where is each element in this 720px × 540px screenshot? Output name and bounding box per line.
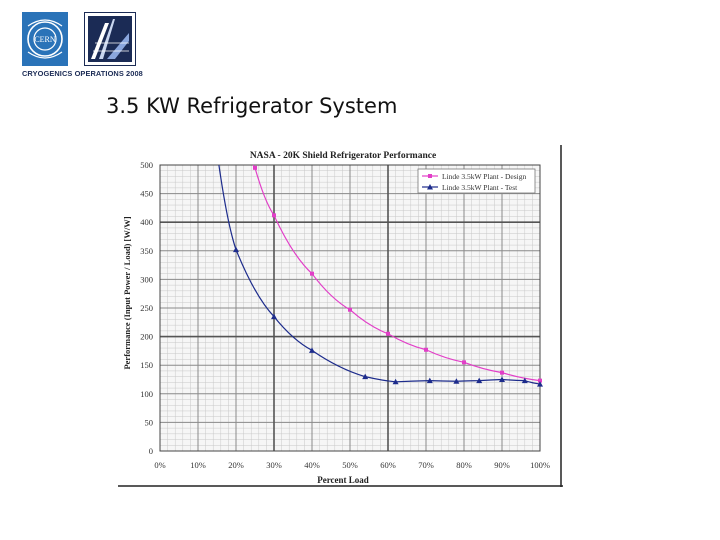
data-point-design — [462, 360, 466, 365]
performance-chart: 0% 10% 20% 30% 40% 50% 60% 70% 80% 90% 100% 0 50 100 1… — [118, 145, 563, 487]
data-point-test — [537, 381, 543, 387]
data-point-test — [426, 377, 433, 384]
x-tick-label: 60% — [380, 460, 396, 470]
y-tick-label: 400 — [140, 217, 153, 227]
x-tick-label: 70% — [418, 460, 434, 470]
data-point-design — [348, 307, 352, 312]
legend-entry-label: Linde 3.5kW Plant - Design — [442, 172, 526, 181]
data-point-design — [253, 165, 257, 170]
data-point-design — [386, 331, 390, 336]
series-line-design — [252, 164, 541, 382]
cern-logo: CERN — [22, 12, 68, 66]
y-tick-label: 100 — [140, 389, 153, 399]
x-axis-label: Percent Load — [317, 475, 369, 485]
data-point-design — [272, 213, 276, 218]
y-axis-label: Performance (Input Power / Load) [W/W] — [122, 216, 132, 369]
y-tick-label: 500 — [140, 160, 153, 170]
y-tick-label: 150 — [140, 360, 153, 370]
data-point-test — [392, 378, 399, 385]
y-tick-label: 450 — [140, 189, 153, 199]
data-point-test — [233, 246, 239, 253]
data-point-test — [453, 378, 460, 384]
y-tick-label: 300 — [140, 274, 153, 284]
y-tick-label: 250 — [140, 303, 153, 313]
x-tick-label: 40% — [304, 460, 320, 470]
data-point-test — [476, 377, 483, 384]
x-tick-label: 50% — [342, 460, 358, 470]
data-point-design — [310, 271, 314, 276]
axes: 0% 10% 20% 30% 40% 50% 60% 70% 80% 90% 100% 0 50 100 1… — [140, 160, 550, 470]
y-tick-label: 350 — [140, 246, 153, 256]
x-tick-label: 10% — [190, 460, 206, 470]
slide-title: 3.5 KW Refrigerator System — [106, 94, 398, 118]
legend-marker-triangle — [427, 184, 433, 190]
legend: Linde 3.5kW Plant - Design Linde 3.5kW Pl… — [417, 168, 536, 194]
data-point-test — [521, 377, 528, 384]
data-point-design — [424, 347, 428, 352]
legend-entry-label: Linde 3.5kW Plant - Test — [442, 183, 518, 192]
data-point-test — [499, 376, 505, 382]
x-tick-label: 0% — [154, 460, 165, 470]
y-tick-label: 200 — [140, 332, 153, 342]
chart-svg: 0% 10% 20% 30% 40% 50% 60% 70% 80% 90% 100% 0 50 100 1… — [118, 145, 563, 487]
cern-logo-text: CERN — [34, 35, 56, 44]
accelerator-logo — [84, 12, 136, 66]
legend-box — [417, 168, 536, 194]
y-tick-label: 0 — [149, 446, 153, 456]
data-point-test — [362, 373, 369, 380]
series-layer — [218, 164, 543, 387]
logo-caption: CRYOGENICS OPERATIONS 2008 — [22, 69, 143, 78]
plot-border — [159, 164, 541, 452]
x-tick-label: 90% — [494, 460, 510, 470]
header-logos: CERN CRYOGENICS OPERATIONS 2008 — [22, 12, 152, 80]
x-tick-label: 80% — [456, 460, 472, 470]
data-point-test — [271, 313, 277, 320]
x-tick-label: 30% — [266, 460, 282, 470]
data-point-test — [309, 347, 315, 353]
data-point-design — [538, 378, 542, 383]
y-tick-label: 50 — [145, 417, 154, 427]
legend-marker-square — [428, 174, 432, 178]
x-tick-label: 20% — [228, 460, 244, 470]
chart-title: NASA - 20K Shield Refrigerator Performan… — [250, 151, 436, 161]
x-tick-label: 100% — [530, 460, 550, 470]
data-point-design — [500, 370, 504, 375]
